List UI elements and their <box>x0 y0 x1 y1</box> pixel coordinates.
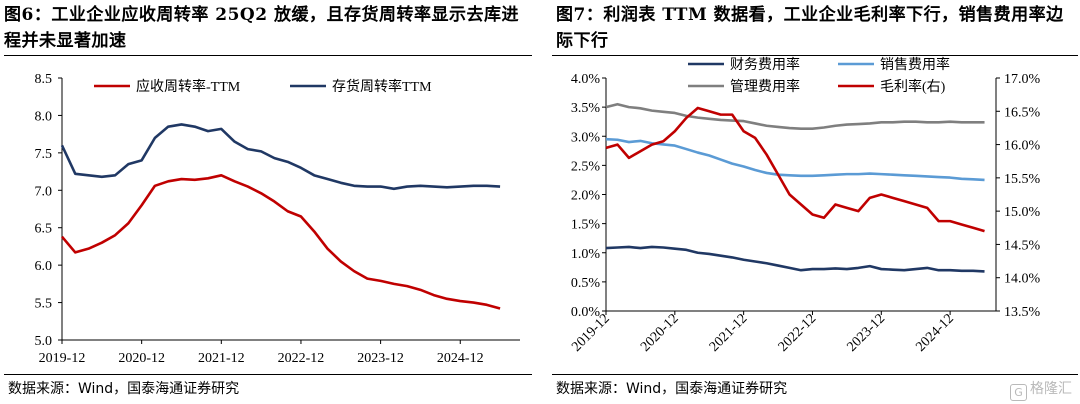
right-y2-tick-label: 15.5% <box>1004 172 1041 187</box>
right-y-tick-label: 4.0% <box>571 72 601 87</box>
right-y2-tick-label: 15.0% <box>1004 205 1041 220</box>
right-figure-title: 图7：利润表 TTM 数据看，工业企业毛利率下行，销售费用率边际下行 <box>556 5 1064 51</box>
right-y-tick-label: 3.5% <box>571 101 601 116</box>
right-y-tick-label: 2.0% <box>571 189 601 204</box>
left-x-tick-label: 2023-12 <box>357 351 404 366</box>
left-y-tick-label: 8.0 <box>35 109 53 124</box>
left-x-tick-label: 2019-12 <box>39 351 86 366</box>
left-bottom-rule <box>4 374 532 375</box>
right-y2-tick-label: 17.0% <box>1004 72 1041 87</box>
left-y-tick-label: 7.0 <box>35 184 53 199</box>
left-top-rule <box>4 55 532 56</box>
right-y2-tick-label: 14.0% <box>1004 272 1041 287</box>
right-y-tick-label: 0.5% <box>571 276 601 291</box>
right-y-tick-label: 0.0% <box>571 305 601 320</box>
left-y-tick-label: 6.0 <box>35 259 53 274</box>
right-bottom-rule <box>552 374 1078 375</box>
left-series-line-inventory <box>60 123 501 191</box>
left-x-tick-label: 2021-12 <box>198 351 245 366</box>
left-x-tick-label: 2024-12 <box>437 351 484 366</box>
left-x-tick-label: 2022-12 <box>278 351 325 366</box>
right-series-line-gross-margin <box>605 106 985 233</box>
right-x-tick-label: 2020-12 <box>638 311 682 355</box>
left-y-tick-label: 8.5 <box>35 72 53 87</box>
left-line-chart: 5.0 5.5 6.0 6.5 7.0 7.5 8.0 8.5 2019-12 2020-12 20… <box>35 72 520 366</box>
right-x-tick-label: 2024-12 <box>913 311 957 355</box>
left-series-line-receivables <box>61 174 501 310</box>
right-series-line-admin-cost <box>605 102 985 130</box>
right-x-tick-label: 2021-12 <box>707 311 751 355</box>
watermark-logo-icon: G <box>1010 384 1027 401</box>
right-source-note: 数据来源：Wind，国泰海通证券研究 <box>556 381 788 397</box>
right-y-tick-label: 3.0% <box>571 130 601 145</box>
right-line-chart: 0.0% 0.5% 1.0% 1.5% 2.0% 2.5% 3.0% 3.5% 4.0% 13.5… <box>569 56 1041 355</box>
left-source-note: 数据来源：Wind，国泰海通证券研究 <box>8 381 240 397</box>
right-y2-tick-label: 14.5% <box>1004 238 1041 253</box>
left-figure-panel: 图6：工业企业应收周转率 25Q2 放缓，且存货周转率显示去库进程并未显著加速 … <box>4 5 532 397</box>
watermark-text: 格隆汇 <box>1030 381 1072 397</box>
right-top-rule <box>552 55 1078 56</box>
left-y-tick-label: 7.5 <box>35 147 53 162</box>
right-figure-panel: 图7：利润表 TTM 数据看，工业企业毛利率下行，销售费用率边际下行 0.0% 0… <box>548 0 1080 404</box>
right-legend-label: 管理费用率 <box>730 78 800 95</box>
right-x-tick-label: 2022-12 <box>776 311 820 355</box>
watermark: G 格隆汇 <box>1010 378 1072 401</box>
right-y-tick-label: 1.5% <box>571 218 601 233</box>
right-legend-label: 财务费用率 <box>730 56 800 73</box>
left-y-tick-label: 5.0 <box>35 334 53 349</box>
left-figure-title: 图6：工业企业应收周转率 25Q2 放缓，且存货周转率显示去库进程并未显著加速 <box>4 5 519 51</box>
right-series-line-selling-cost <box>605 137 985 182</box>
right-x-tick-label: 2023-12 <box>845 311 889 355</box>
left-y-tick-label: 5.5 <box>35 297 53 312</box>
right-y2-tick-label: 13.5% <box>1004 305 1041 320</box>
right-series-line-finance-cost <box>605 245 985 273</box>
right-legend-label: 销售费用率 <box>880 56 950 73</box>
right-legend-label: 毛利率(右) <box>880 78 946 95</box>
left-legend-label: 存货周转率TTM <box>332 78 432 95</box>
right-y-tick-label: 2.5% <box>571 159 601 174</box>
left-y-tick-label: 6.5 <box>35 222 53 237</box>
left-x-tick-label: 2020-12 <box>118 351 165 366</box>
right-y2-tick-label: 16.0% <box>1004 139 1041 154</box>
right-y-tick-label: 1.0% <box>571 247 601 262</box>
left-legend-label: 应收周转率-TTM <box>136 78 241 95</box>
right-y2-tick-label: 16.5% <box>1004 105 1041 120</box>
